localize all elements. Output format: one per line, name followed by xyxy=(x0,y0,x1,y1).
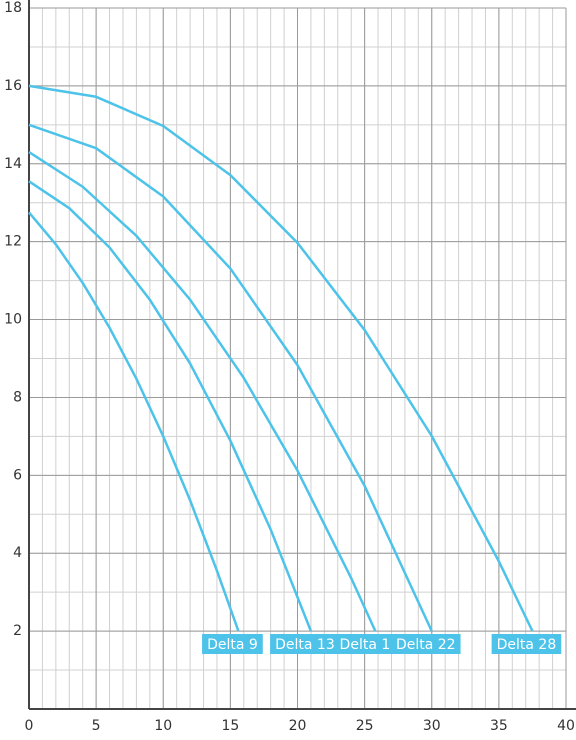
y-tick-label: 18 xyxy=(4,0,22,16)
legend-label: Delta 17 xyxy=(340,637,400,653)
series-label: Delta 13 xyxy=(270,634,340,654)
y-tick-label: 10 xyxy=(4,312,22,328)
curve xyxy=(28,151,377,632)
series-label: Delta 28 xyxy=(491,634,562,654)
y-tick-label: 2 xyxy=(13,623,22,639)
x-tick-label: 25 xyxy=(356,718,374,734)
y-tick-label: 16 xyxy=(4,78,22,94)
curve xyxy=(28,84,534,632)
legend-label: Delta 9 xyxy=(207,637,258,653)
x-tick-label: 0 xyxy=(25,718,34,734)
y-tick-label: 8 xyxy=(13,389,22,405)
x-tick-label: 15 xyxy=(221,718,239,734)
x-tick-label: 30 xyxy=(423,718,441,734)
x-tick-label: 5 xyxy=(92,718,101,734)
label-box xyxy=(202,634,263,654)
curve xyxy=(28,180,313,632)
y-tick-label: 4 xyxy=(13,545,22,561)
y-tick-label: 6 xyxy=(13,467,22,483)
series-label: Delta 9 xyxy=(202,634,263,654)
series-label: Delta 22 xyxy=(390,634,461,654)
x-tick-label: 40 xyxy=(557,718,575,734)
legend-label: Delta 22 xyxy=(396,637,456,653)
label-box xyxy=(390,634,461,654)
label-box xyxy=(270,634,340,654)
y-tick-label: 14 xyxy=(4,156,22,172)
label-box xyxy=(334,634,405,654)
label-box xyxy=(491,634,562,654)
x-tick-label: 10 xyxy=(154,718,172,734)
x-tick-label: 35 xyxy=(490,718,508,734)
y-tick-label: 12 xyxy=(4,234,22,250)
curve xyxy=(28,123,433,632)
series-label: Delta 17 xyxy=(334,634,405,654)
curve xyxy=(28,211,240,632)
x-tick-label: 20 xyxy=(289,718,307,734)
legend-label: Delta 13 xyxy=(275,637,335,653)
legend-label: Delta 28 xyxy=(497,637,557,653)
